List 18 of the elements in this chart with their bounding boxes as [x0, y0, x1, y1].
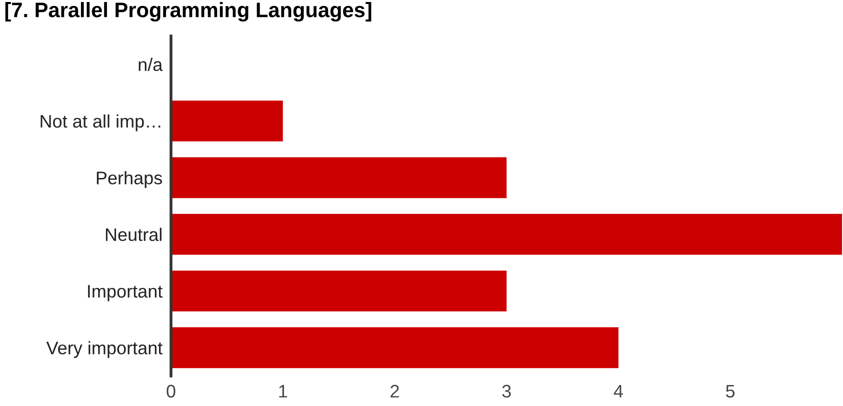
x-tick-label: 0 [166, 384, 176, 398]
bar [171, 270, 507, 312]
x-tick-label: 5 [726, 384, 735, 398]
chart-title: [7. Parallel Programming Languages] [5, 2, 372, 22]
x-tick-label: 4 [614, 384, 623, 398]
y-tick-label: n/a [138, 58, 163, 72]
x-tick-label: 2 [390, 384, 399, 398]
x-tick-label: 1 [279, 384, 287, 398]
bar [171, 157, 507, 198]
y-tick-label: Perhaps [96, 171, 162, 188]
y-tick-label: Neutral [106, 228, 162, 242]
y-tick-label: Not at all imp… [40, 114, 160, 132]
bar [171, 327, 618, 368]
bar [171, 214, 842, 255]
y-tick-label: Important [88, 285, 163, 302]
bar [171, 100, 283, 142]
x-tick-label: 3 [502, 384, 511, 398]
y-tick-label: Very important [46, 341, 163, 358]
